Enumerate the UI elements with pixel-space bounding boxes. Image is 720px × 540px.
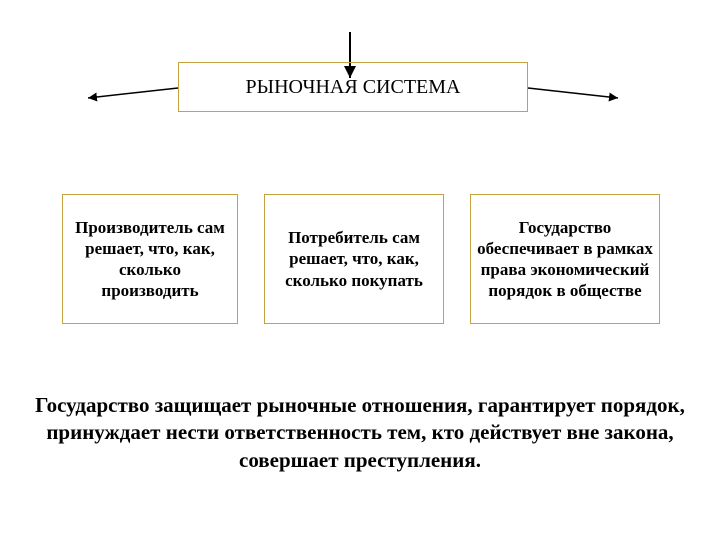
child-node-label: Потребитель сам решает, что, как, скольк… [271, 227, 437, 291]
child-node-consumer: Потребитель сам решает, что, как, скольк… [264, 194, 444, 324]
child-node-label: Производитель сам решает, что, как, скол… [69, 217, 231, 302]
child-node-state: Государство обеспечивает в рамках права … [470, 194, 660, 324]
summary-text: Государство защищает рыночные отношения,… [30, 392, 690, 474]
child-node-label: Государство обеспечивает в рамках права … [477, 217, 653, 302]
top-node: РЫНОЧНАЯ СИСТЕМА [178, 62, 528, 112]
arrow-right-icon [528, 88, 618, 98]
child-node-producer: Производитель сам решает, что, как, скол… [62, 194, 238, 324]
top-node-label: РЫНОЧНАЯ СИСТЕМА [246, 76, 461, 99]
summary-text-content: Государство защищает рыночные отношения,… [35, 393, 685, 472]
arrow-left-icon [88, 88, 178, 98]
diagram-canvas: РЫНОЧНАЯ СИСТЕМА Производитель сам решае… [0, 0, 720, 540]
